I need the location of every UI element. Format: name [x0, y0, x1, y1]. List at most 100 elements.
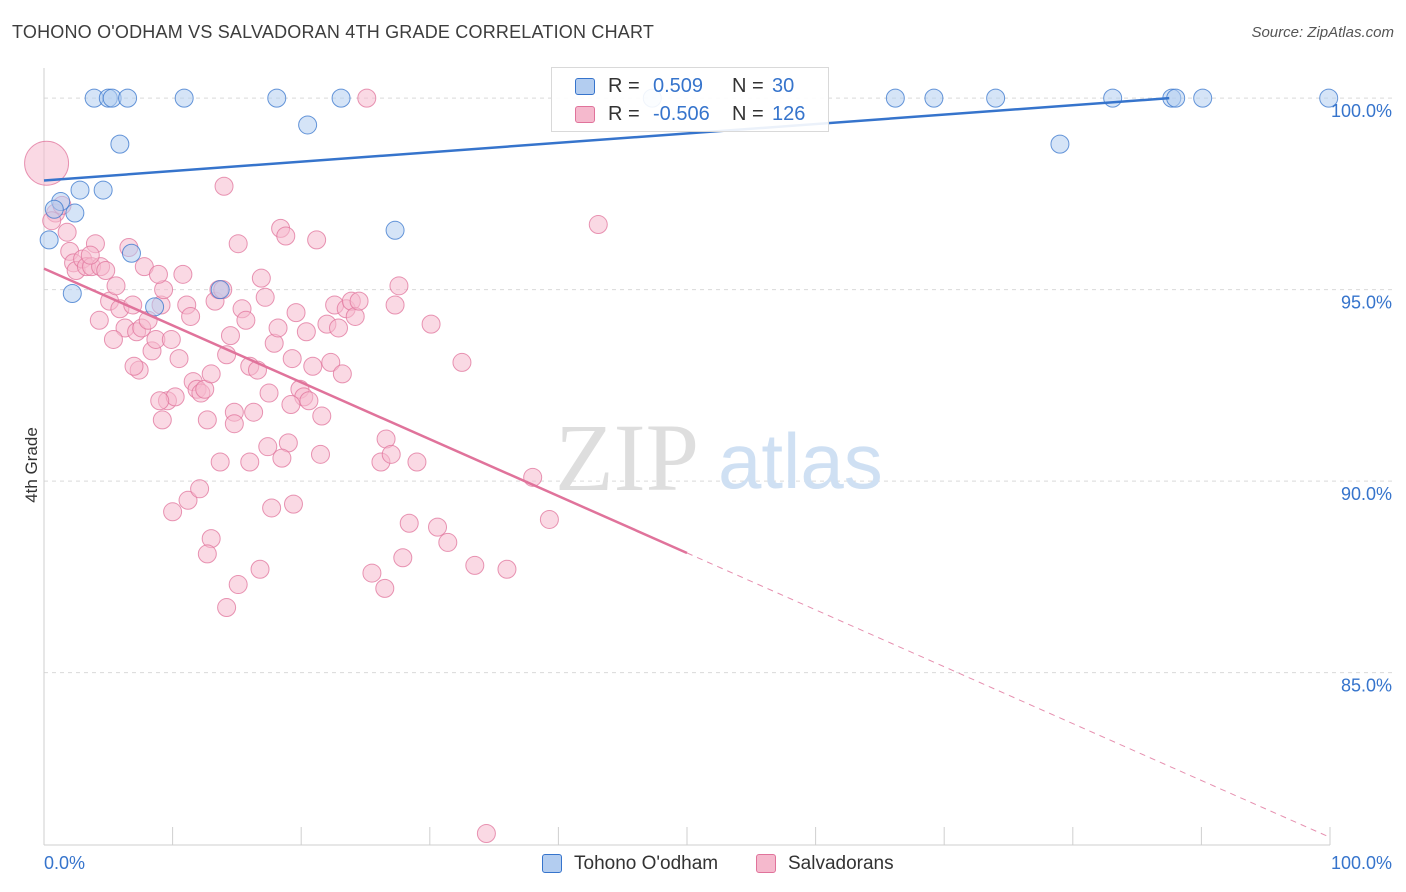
salvadoran-point — [393, 548, 413, 568]
salvadoran-swatch — [575, 106, 595, 123]
salvadoran-point — [124, 356, 144, 376]
tohono-point — [39, 230, 59, 250]
stats-legend: R = 0.509 N = 30 R = -0.506 N = 126 — [551, 67, 829, 132]
tohono-point — [121, 243, 141, 263]
tohono-points — [39, 88, 1339, 317]
salvadoran-point — [452, 352, 472, 372]
salvadoran-point — [169, 349, 189, 369]
salvadoran-legend-label: Salvadorans — [788, 853, 894, 874]
tohono-legend-label: Tohono O'odham — [574, 853, 719, 874]
salvadoran-point — [282, 349, 302, 369]
salvadoran-point — [307, 230, 327, 250]
salvadoran-point — [106, 276, 126, 296]
salvadoran-point — [476, 824, 496, 844]
salvadoran-point — [150, 391, 170, 411]
n-label: N = — [732, 75, 764, 97]
salvadoran-point — [228, 234, 248, 254]
watermark-atlas: atlas — [718, 417, 883, 505]
tohono-swatch — [575, 78, 595, 95]
watermark-zip: ZIP — [555, 404, 699, 511]
salvadoran-point — [24, 140, 70, 186]
tohono-point — [885, 88, 905, 108]
salvadoran-point — [236, 310, 256, 330]
tohono-point — [298, 115, 318, 135]
salvadoran-point — [303, 356, 323, 376]
salvadoran-point — [281, 395, 301, 415]
salvadoran-point — [201, 364, 221, 384]
salvadoran-point — [163, 502, 183, 522]
y-tick-label: 90.0% — [1341, 484, 1392, 504]
tohono-point — [65, 203, 85, 223]
salvadoran-point — [178, 490, 198, 510]
tohono-point — [44, 199, 64, 219]
salvadoran-point — [258, 437, 278, 457]
salvadoran-point — [228, 575, 248, 595]
salvadoran-point — [255, 287, 275, 307]
salvadoran-point — [272, 448, 292, 468]
salvadoran-point — [438, 532, 458, 552]
salvadoran-point — [286, 303, 306, 323]
salvadoran-point — [375, 578, 395, 598]
salvadoran-point — [283, 494, 303, 514]
salvadoran-point — [190, 479, 210, 499]
salvadoran-trend-line-extension — [686, 552, 1331, 838]
salvadoran-point — [197, 410, 217, 430]
salvadoran-points — [24, 88, 608, 844]
chart-title: TOHONO O'ODHAM VS SALVADORAN 4TH GRADE C… — [12, 22, 655, 42]
tohono-point — [331, 88, 351, 108]
r-label: R = — [608, 75, 640, 97]
y-tick-label: 85.0% — [1341, 676, 1392, 696]
salvadoran-point — [89, 310, 109, 330]
salvadoran-point — [173, 264, 193, 284]
tohono-legend-swatch — [542, 854, 562, 873]
tohono-point — [210, 280, 230, 300]
tohono-point — [385, 220, 405, 240]
salvadoran-point — [328, 318, 348, 338]
salvadoran-point — [310, 444, 330, 464]
tohono-point — [1166, 88, 1186, 108]
salvadoran-point — [357, 88, 377, 108]
tohono-point — [1193, 88, 1213, 108]
salvadoran-point — [148, 264, 168, 284]
salvadoran-point — [57, 222, 77, 242]
salvadoran-point — [321, 352, 341, 372]
tohono-trend-line — [43, 96, 1170, 182]
tohono-point — [924, 88, 944, 108]
salvadoran-point — [268, 318, 288, 338]
salvadoran-point — [539, 509, 559, 529]
salvadoran-point — [251, 268, 271, 288]
salvadoran-point — [389, 276, 409, 296]
salvadoran-point — [381, 444, 401, 464]
stats-row-salvadoran: R = -0.506 N = 126 — [552, 101, 828, 129]
salvadoran-point — [224, 414, 244, 434]
y-tick-label: 100.0% — [1331, 101, 1392, 121]
tohono-point — [70, 180, 90, 200]
salvadoran-point — [465, 555, 485, 575]
salvadoran-point — [299, 391, 319, 411]
r-value: 0.509 — [653, 75, 704, 97]
x-tick-label: 0.0% — [44, 853, 85, 873]
salvadoran-point — [312, 406, 332, 426]
r-value: -0.506 — [653, 103, 710, 125]
x-tick-label: 100.0% — [1331, 853, 1392, 873]
salvadoran-point — [276, 226, 296, 246]
tohono-point — [110, 134, 130, 154]
tohono-point — [145, 297, 165, 317]
salvadoran-trend-line — [43, 267, 688, 555]
salvadoran-point — [161, 329, 181, 349]
salvadoran-point — [385, 295, 405, 315]
n-value: 30 — [772, 75, 795, 97]
r-label: R = — [608, 103, 640, 125]
source-label: Source: ZipAtlas.com — [1251, 24, 1394, 41]
tohono-point — [1050, 134, 1070, 154]
y-tick-label: 95.0% — [1341, 293, 1392, 313]
n-label: N = — [732, 103, 764, 125]
salvadoran-point — [217, 598, 237, 618]
tohono-point — [1103, 88, 1123, 108]
salvadoran-point — [214, 176, 234, 196]
tohono-point — [174, 88, 194, 108]
salvadoran-point — [181, 306, 201, 326]
salvadoran-point — [197, 544, 217, 564]
salvadoran-point — [96, 261, 116, 280]
n-value: 126 — [772, 103, 806, 125]
